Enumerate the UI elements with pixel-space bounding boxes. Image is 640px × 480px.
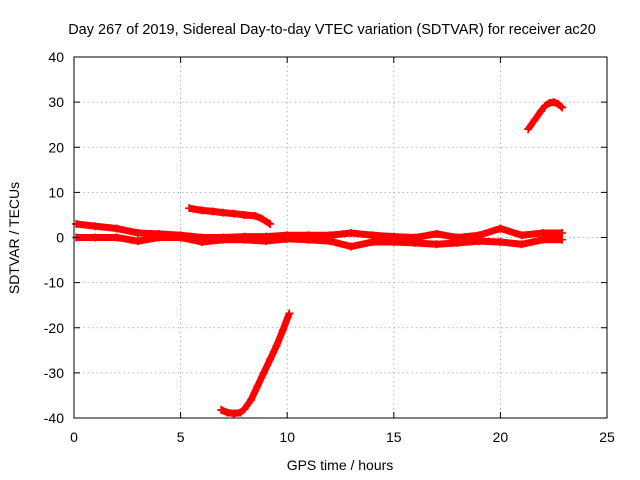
data-point bbox=[229, 209, 238, 218]
data-point bbox=[259, 368, 268, 377]
data-point bbox=[91, 233, 100, 242]
data-point bbox=[176, 233, 185, 242]
data-point bbox=[368, 231, 377, 240]
data-point bbox=[524, 125, 533, 134]
data-point bbox=[155, 233, 164, 242]
y-tick-label: 30 bbox=[48, 94, 64, 110]
data-point bbox=[246, 395, 255, 404]
data-point bbox=[475, 237, 484, 246]
data-point bbox=[236, 408, 245, 417]
data-point bbox=[517, 231, 526, 240]
data-point bbox=[558, 228, 567, 237]
data-point bbox=[185, 204, 194, 213]
data-point bbox=[389, 238, 398, 247]
data-point bbox=[530, 116, 539, 125]
series-markers bbox=[185, 204, 274, 228]
data-point bbox=[347, 228, 356, 237]
data-point bbox=[266, 219, 275, 228]
data-point bbox=[539, 228, 548, 237]
y-tick-label: -30 bbox=[44, 365, 64, 381]
x-tick-label: 5 bbox=[177, 429, 185, 445]
data-point bbox=[208, 207, 217, 216]
axis-ticks: 0 5 10 15 20 25 -40 -30 -20 -10 0 10 20 30 40 bbox=[44, 49, 615, 445]
chart-title: Day 267 of 2019, Sidereal Day-to-day VTE… bbox=[68, 22, 596, 38]
x-tick-label: 0 bbox=[70, 429, 78, 445]
data-point bbox=[217, 405, 226, 414]
data-point bbox=[283, 234, 292, 243]
y-tick-label: -10 bbox=[44, 275, 64, 291]
data-point bbox=[229, 409, 238, 418]
data-point bbox=[325, 237, 334, 246]
data-point bbox=[432, 240, 441, 249]
data-point bbox=[549, 98, 558, 107]
x-axis-label: GPS time / hours bbox=[287, 457, 394, 473]
data-point bbox=[304, 235, 313, 244]
data-point bbox=[266, 355, 275, 364]
data-point bbox=[539, 235, 548, 244]
x-tick-label: 20 bbox=[493, 429, 509, 445]
data-point bbox=[197, 206, 206, 215]
data-point bbox=[240, 235, 249, 244]
data-point bbox=[285, 309, 294, 318]
data-point bbox=[558, 235, 567, 244]
data-point bbox=[558, 103, 567, 112]
data-point bbox=[368, 238, 377, 247]
series-group bbox=[185, 204, 275, 228]
y-tick-label: 40 bbox=[48, 49, 64, 65]
data-point bbox=[219, 208, 228, 217]
x-tick-label: 10 bbox=[279, 429, 295, 445]
data-point bbox=[496, 238, 505, 247]
y-tick-label: 10 bbox=[48, 184, 64, 200]
series-group bbox=[72, 233, 567, 251]
data-point bbox=[240, 210, 249, 219]
data-point bbox=[347, 242, 356, 251]
data-point bbox=[411, 238, 420, 247]
data-point bbox=[536, 107, 545, 116]
data-point bbox=[72, 219, 81, 228]
x-tick-label: 15 bbox=[386, 429, 402, 445]
data-point bbox=[251, 211, 260, 220]
data-point bbox=[432, 229, 441, 238]
data-point bbox=[545, 99, 554, 108]
data-point bbox=[91, 222, 100, 231]
data-point bbox=[278, 326, 287, 335]
data-point bbox=[541, 101, 550, 110]
data-point bbox=[223, 408, 232, 417]
data-point bbox=[261, 237, 270, 246]
data-point bbox=[272, 341, 281, 350]
data-point bbox=[219, 235, 228, 244]
data-point bbox=[112, 233, 121, 242]
data-point bbox=[496, 224, 505, 233]
data-point bbox=[133, 228, 142, 237]
data-point bbox=[112, 224, 121, 233]
series-group bbox=[524, 98, 567, 134]
data-point bbox=[453, 238, 462, 247]
data-point bbox=[553, 99, 562, 108]
data-series bbox=[72, 98, 567, 418]
y-tick-label: 0 bbox=[56, 230, 64, 246]
data-point bbox=[197, 238, 206, 247]
series-group bbox=[217, 309, 294, 418]
x-tick-label: 25 bbox=[599, 429, 615, 445]
y-axis-label: SDTVAR / TECUs bbox=[6, 182, 22, 294]
y-tick-label: -40 bbox=[44, 410, 64, 426]
series-markers bbox=[217, 309, 293, 417]
data-point bbox=[517, 240, 526, 249]
data-point bbox=[257, 214, 266, 223]
data-point bbox=[133, 237, 142, 246]
data-point bbox=[253, 382, 262, 391]
data-point bbox=[240, 404, 249, 413]
y-tick-label: -20 bbox=[44, 320, 64, 336]
y-tick-label: 20 bbox=[48, 139, 64, 155]
